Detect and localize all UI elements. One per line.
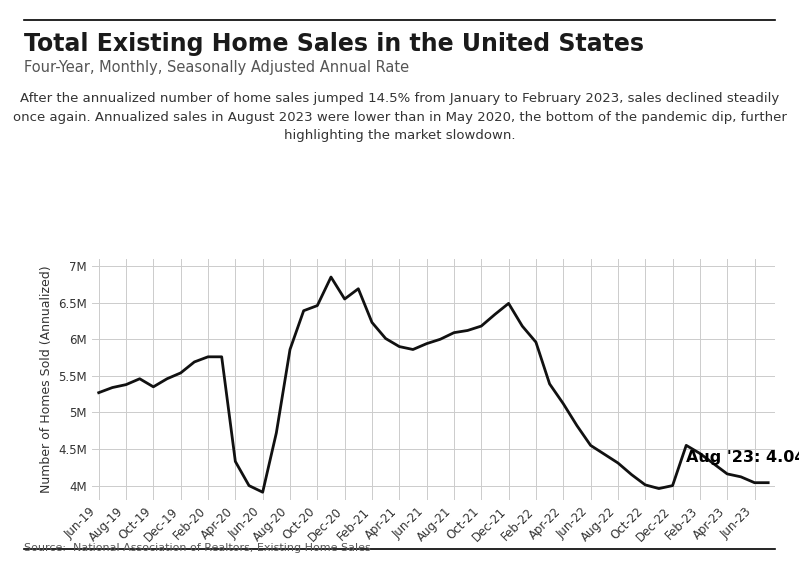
Text: Aug '23: 4.04M: Aug '23: 4.04M (686, 450, 799, 465)
Y-axis label: Number of Homes Sold (Annualized): Number of Homes Sold (Annualized) (40, 266, 53, 493)
Text: Source:  National Association of Realtors, Existing Home Sales: Source: National Association of Realtors… (24, 543, 371, 553)
Text: After the annualized number of home sales jumped 14.5% from January to February : After the annualized number of home sale… (13, 92, 786, 142)
Text: Four-Year, Monthly, Seasonally Adjusted Annual Rate: Four-Year, Monthly, Seasonally Adjusted … (24, 60, 409, 75)
Text: Total Existing Home Sales in the United States: Total Existing Home Sales in the United … (24, 32, 644, 56)
